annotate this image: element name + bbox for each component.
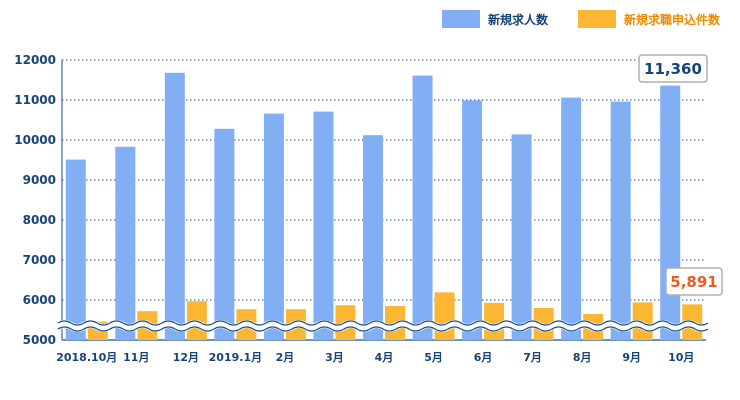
x-tick-label: 4月	[375, 351, 394, 364]
legend-label: 新規求職申込件数	[624, 12, 721, 27]
legend-swatch	[578, 10, 616, 28]
x-tick-label: 10月	[668, 351, 694, 364]
y-tick-label: 6000	[23, 293, 56, 307]
y-tick-label: 8000	[23, 213, 56, 227]
axis-break-line	[57, 326, 709, 332]
bar-job-openings	[65, 159, 86, 340]
callout-box	[665, 267, 723, 296]
x-tick-label: 12月	[173, 351, 199, 364]
x-tick-label: 11月	[123, 351, 149, 364]
y-tick-label: 7000	[23, 253, 56, 267]
x-tick-label: 2019.1月	[209, 351, 262, 364]
bar-job-openings	[214, 128, 235, 340]
y-tick-label: 10000	[14, 133, 56, 147]
x-tick-label: 7月	[523, 351, 542, 364]
x-tick-label: 8月	[573, 351, 592, 364]
bar-job-applications	[434, 292, 455, 340]
x-tick-label: 2月	[276, 351, 295, 364]
legend-swatch	[442, 10, 480, 28]
axis-break-band	[55, 320, 711, 332]
legend-label: 新規求人数	[488, 12, 549, 27]
x-tick-label: 2018.10月	[56, 351, 117, 364]
bar-job-openings	[462, 100, 483, 341]
x-tick-label: 3月	[325, 351, 344, 364]
y-tick-label: 5000	[23, 333, 56, 347]
bar-job-openings	[363, 135, 383, 340]
bar-job-openings	[263, 113, 284, 340]
callout-box	[638, 54, 708, 83]
bar-job-openings	[561, 97, 582, 340]
callout-label: 11,360	[644, 60, 702, 78]
y-tick-label: 12000	[14, 53, 56, 67]
x-tick-label: 5月	[424, 351, 443, 364]
axis-break-line	[57, 320, 709, 326]
y-tick-label: 9000	[23, 173, 56, 187]
callout-label: 5,891	[670, 273, 717, 291]
y-tick-label: 11000	[14, 93, 56, 107]
x-tick-label: 9月	[622, 351, 641, 364]
bar-job-openings	[660, 85, 681, 340]
bar-job-openings	[313, 111, 334, 340]
bar-job-openings	[412, 75, 433, 340]
bar-job-openings	[610, 101, 631, 340]
bar-job-openings	[115, 146, 136, 340]
bar-job-openings	[511, 134, 532, 340]
bar-job-openings	[164, 72, 185, 341]
x-tick-label: 6月	[474, 351, 493, 364]
